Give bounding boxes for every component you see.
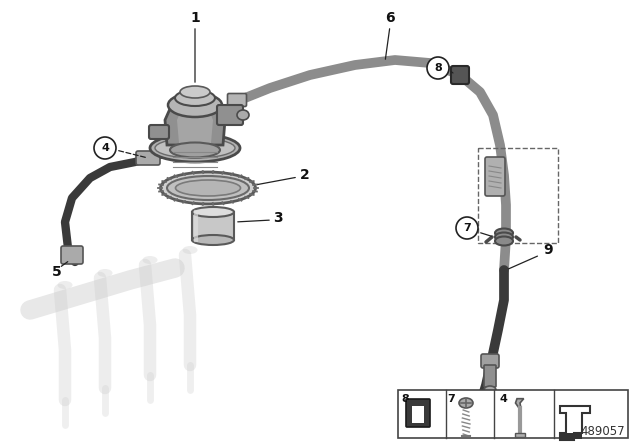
FancyBboxPatch shape: [515, 433, 525, 437]
Ellipse shape: [495, 233, 513, 241]
FancyBboxPatch shape: [227, 94, 246, 107]
Ellipse shape: [170, 142, 220, 158]
FancyBboxPatch shape: [61, 246, 83, 264]
Circle shape: [456, 217, 478, 239]
Ellipse shape: [180, 86, 210, 98]
FancyBboxPatch shape: [484, 365, 496, 387]
Circle shape: [94, 137, 116, 159]
FancyBboxPatch shape: [485, 157, 505, 196]
Ellipse shape: [484, 386, 496, 394]
Ellipse shape: [155, 138, 235, 158]
Ellipse shape: [192, 235, 234, 245]
FancyBboxPatch shape: [217, 105, 243, 125]
Text: 7: 7: [463, 223, 471, 233]
FancyBboxPatch shape: [407, 400, 429, 406]
Ellipse shape: [182, 246, 198, 254]
Ellipse shape: [58, 281, 72, 289]
Text: 4: 4: [499, 394, 507, 404]
Ellipse shape: [459, 398, 473, 408]
FancyBboxPatch shape: [451, 66, 469, 84]
Polygon shape: [165, 94, 225, 145]
FancyBboxPatch shape: [409, 403, 427, 423]
FancyBboxPatch shape: [407, 400, 412, 426]
FancyBboxPatch shape: [406, 399, 430, 427]
FancyBboxPatch shape: [192, 212, 234, 240]
Text: 1: 1: [190, 11, 200, 25]
FancyBboxPatch shape: [149, 125, 169, 139]
Text: 7: 7: [447, 394, 455, 404]
Ellipse shape: [97, 269, 113, 277]
FancyBboxPatch shape: [424, 400, 429, 426]
Ellipse shape: [143, 256, 157, 264]
Ellipse shape: [175, 180, 241, 196]
Ellipse shape: [150, 134, 240, 162]
Ellipse shape: [495, 237, 513, 246]
Ellipse shape: [237, 110, 249, 120]
Ellipse shape: [168, 93, 222, 117]
FancyBboxPatch shape: [481, 354, 499, 368]
Text: 5: 5: [52, 265, 62, 279]
Ellipse shape: [167, 176, 249, 200]
Text: 2: 2: [300, 168, 310, 182]
FancyBboxPatch shape: [560, 433, 582, 439]
FancyBboxPatch shape: [398, 390, 628, 438]
Text: 489057: 489057: [580, 425, 625, 438]
Ellipse shape: [175, 90, 215, 106]
Ellipse shape: [161, 172, 255, 204]
Polygon shape: [515, 399, 524, 407]
Circle shape: [427, 57, 449, 79]
Text: 8: 8: [434, 63, 442, 73]
Text: 9: 9: [543, 243, 553, 257]
Ellipse shape: [495, 228, 513, 237]
Ellipse shape: [192, 207, 234, 217]
Text: 8: 8: [401, 394, 409, 404]
Text: 3: 3: [273, 211, 283, 225]
Text: 6: 6: [385, 11, 395, 25]
Text: 4: 4: [101, 143, 109, 153]
Polygon shape: [177, 100, 213, 143]
FancyBboxPatch shape: [136, 151, 160, 165]
